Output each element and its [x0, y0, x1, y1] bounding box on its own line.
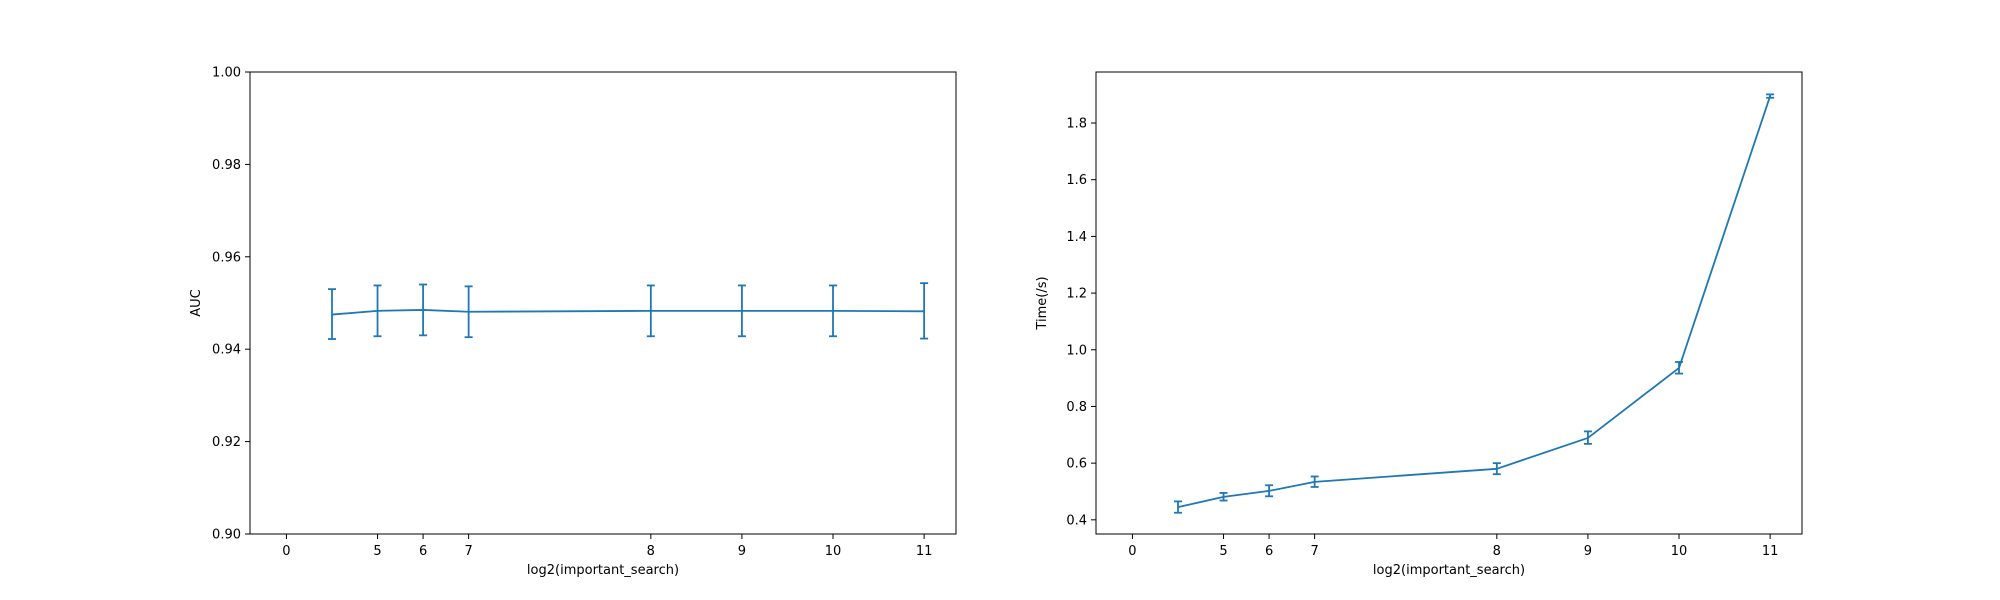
- y-axis-label: AUC: [189, 289, 204, 317]
- x-tick-label: 0: [1128, 544, 1136, 559]
- x-tick-label: 6: [1265, 544, 1273, 559]
- x-tick-label: 10: [1671, 544, 1688, 559]
- axes-frame: [1095, 71, 1803, 535]
- x-tick-label: 11: [916, 544, 933, 559]
- y-tick-label: 0.96: [212, 250, 241, 265]
- y-tick-label: 1.8: [1066, 117, 1087, 132]
- x-tick-label: 7: [1310, 544, 1318, 559]
- y-tick-label: 1.6: [1066, 173, 1087, 188]
- x-tick-label: 11: [1762, 544, 1779, 559]
- y-tick-label: 0.94: [212, 343, 241, 358]
- x-tick-label: 10: [825, 544, 842, 559]
- y-tick-label: 1.0: [1066, 343, 1087, 358]
- x-axis-label: log2(important_search): [527, 563, 679, 578]
- time-chart: 0 5 6 7 8 9 10 11 0.4 0.6 0.8 1.0 1.2 1.4 1.6 1.8 log2(i…: [1035, 71, 1803, 578]
- y-tick-label: 0.92: [212, 435, 241, 450]
- auc-chart: 0 5 6 7 8 9 10 11 0.90 0.92 0.94 0.96 0.98 1.00 log2(i…: [189, 66, 957, 578]
- y-tick-label: 1.00: [212, 66, 241, 81]
- y-axis-label: Time(/s): [1035, 276, 1050, 330]
- axes-frame: [249, 71, 957, 535]
- x-tick-label: 8: [1493, 544, 1501, 559]
- x-tick-label: 7: [464, 544, 472, 559]
- series-line: [1177, 95, 1771, 508]
- x-tick-label: 9: [738, 544, 746, 559]
- y-tick-label: 0.98: [212, 158, 241, 173]
- x-tick-label: 5: [373, 544, 381, 559]
- x-tick-label: 9: [1584, 544, 1592, 559]
- x-tick-label: 8: [647, 544, 655, 559]
- y-tick-label: 0.8: [1066, 400, 1087, 415]
- x-tick-label: 5: [1219, 544, 1227, 559]
- x-tick-label: 0: [282, 544, 290, 559]
- series-line: [331, 309, 925, 316]
- y-tick-label: 0.90: [212, 528, 241, 543]
- y-tick-label: 1.2: [1066, 287, 1087, 302]
- y-tick-label: 0.6: [1066, 457, 1087, 472]
- x-axis-label: log2(important_search): [1373, 563, 1525, 578]
- y-tick-label: 0.4: [1066, 513, 1087, 528]
- x-tick-label: 6: [419, 544, 427, 559]
- y-tick-label: 1.4: [1066, 230, 1087, 245]
